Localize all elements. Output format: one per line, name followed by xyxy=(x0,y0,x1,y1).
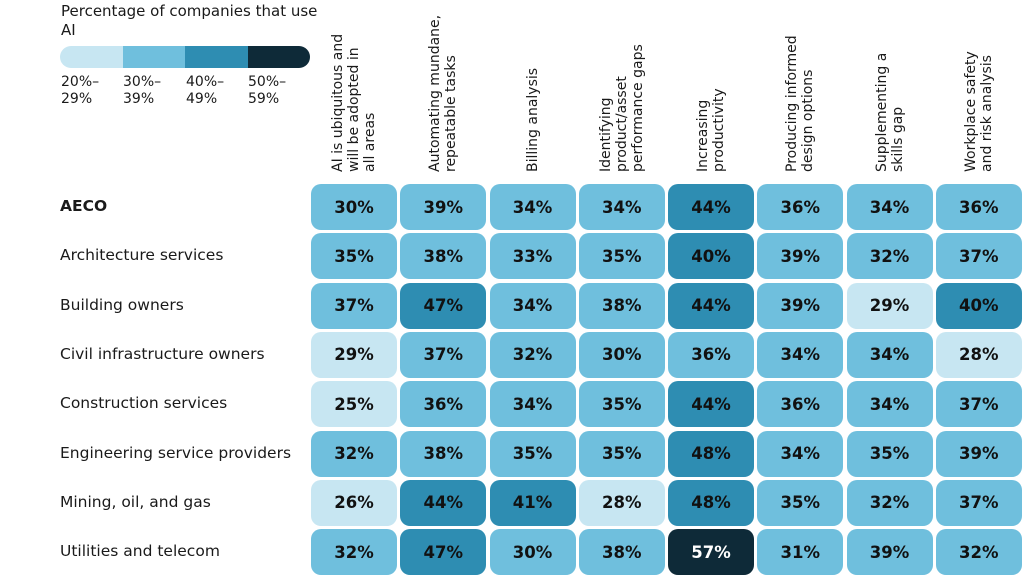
heatmap-cell: 35% xyxy=(846,430,933,477)
heatmap-cell: 44% xyxy=(668,184,754,230)
heatmap-cell: 47% xyxy=(400,529,487,576)
heatmap-cell: 39% xyxy=(846,529,933,576)
heatmap-cell: 32% xyxy=(489,331,576,378)
heatmap-cell: 32% xyxy=(846,479,933,526)
heatmap-cell: 39% xyxy=(757,282,844,329)
heatmap-cell: 57% xyxy=(668,529,754,576)
heatmap-cell: 34% xyxy=(846,184,933,230)
legend-label: 50%– 59% xyxy=(248,74,287,107)
heatmap-cell: 34% xyxy=(489,381,576,428)
heatmap-cell: 29% xyxy=(311,331,397,378)
heatmap-cell: 37% xyxy=(311,282,397,329)
heatmap-cell: 37% xyxy=(935,381,1022,428)
column-header: Increasing productivity xyxy=(695,88,727,172)
heatmap-cell: 32% xyxy=(935,529,1022,576)
column-header: Producing informed design options xyxy=(784,35,817,172)
heatmap-cell: 40% xyxy=(935,282,1022,329)
column-header: Workplace safety and risk analysis xyxy=(962,51,995,172)
row-label: Mining, oil, and gas xyxy=(60,492,211,511)
row-label: Engineering service providers xyxy=(60,443,292,462)
heatmap-cell: 34% xyxy=(489,282,576,329)
heatmap-cell: 35% xyxy=(311,233,397,280)
heatmap-cell: 48% xyxy=(668,479,754,526)
row-label: Civil infrastructure owners xyxy=(60,344,265,363)
heatmap-cell: 33% xyxy=(489,233,576,280)
heatmap-cell: 44% xyxy=(400,479,487,526)
legend-swatch xyxy=(185,46,248,68)
row-label: Construction services xyxy=(60,394,228,413)
heatmap-cell: 36% xyxy=(668,331,754,378)
heatmap-cell: 30% xyxy=(489,529,576,576)
heatmap-cell: 28% xyxy=(935,331,1022,378)
heatmap-cell: 47% xyxy=(400,282,487,329)
heatmap-cell: 35% xyxy=(757,479,844,526)
heatmap-cell: 29% xyxy=(846,282,933,329)
column-header: AI is ubiquitous and will be adopted in al… xyxy=(330,33,378,172)
heatmap-cell: 35% xyxy=(578,233,665,280)
heatmap-cell: 38% xyxy=(578,529,665,576)
heatmap-cell: 37% xyxy=(935,479,1022,526)
column-header: Billing analysis xyxy=(524,67,541,172)
legend-title: Percentage of companies that use AI xyxy=(61,2,318,39)
heatmap-cell: 34% xyxy=(846,381,933,428)
row-label: AECO xyxy=(60,197,108,215)
heatmap-cell: 35% xyxy=(489,430,576,477)
heatmap-cell: 25% xyxy=(311,381,397,428)
heatmap-cell: 44% xyxy=(668,282,754,329)
heatmap-cell: 31% xyxy=(757,529,844,576)
heatmap-cell: 37% xyxy=(935,233,1022,280)
heatmap-cell: 38% xyxy=(578,282,665,329)
legend-swatch xyxy=(247,46,310,68)
row-label: Utilities and telecom xyxy=(60,542,220,561)
heatmap-cell: 44% xyxy=(668,381,754,428)
heatmap-cell: 48% xyxy=(668,430,754,477)
heatmap-cell: 35% xyxy=(578,430,665,477)
legend-swatch xyxy=(122,46,185,68)
heatmap-cell: 34% xyxy=(578,184,665,230)
heatmap-cell: 36% xyxy=(400,381,487,428)
column-header: Identifying product/asset performance gaps xyxy=(597,44,646,172)
legend-swatch xyxy=(60,46,123,68)
heatmap-cell: 38% xyxy=(400,430,487,477)
heatmap-cell: 37% xyxy=(400,331,487,378)
legend-label: 40%– 49% xyxy=(186,74,225,107)
column-header: Automating mundane, repeatable tasks xyxy=(427,14,460,172)
heatmap-cell: 36% xyxy=(757,381,844,428)
heatmap-cell: 41% xyxy=(489,479,576,526)
heatmap-cell: 34% xyxy=(757,331,844,378)
heatmap-cell: 39% xyxy=(935,430,1022,477)
heatmap-cell: 34% xyxy=(489,184,576,230)
heatmap-cell: 34% xyxy=(846,331,933,378)
heatmap-cell: 39% xyxy=(400,184,487,230)
row-label: Architecture services xyxy=(60,246,224,265)
column-header: Supplementing a skills gap xyxy=(873,52,906,172)
heatmap-cell: 30% xyxy=(578,331,665,378)
heatmap-cell: 32% xyxy=(311,430,397,477)
heatmap-cell: 39% xyxy=(757,233,844,280)
heatmap-cell: 26% xyxy=(311,479,397,526)
heatmap-cell: 32% xyxy=(846,233,933,280)
heatmap-cell: 36% xyxy=(757,184,844,230)
heatmap-cell: 35% xyxy=(578,381,665,428)
heatmap-cell: 40% xyxy=(668,233,754,280)
heatmap-cell: 32% xyxy=(311,529,397,576)
heatmap-cell: 30% xyxy=(311,184,397,230)
heatmap-cell: 34% xyxy=(757,430,844,477)
legend-label: 30%– 39% xyxy=(123,74,162,107)
heatmap-cell: 38% xyxy=(400,233,487,280)
heatmap-cell: 28% xyxy=(578,479,665,526)
heatmap-cell: 36% xyxy=(935,184,1022,230)
legend-label: 20%– 29% xyxy=(61,74,100,107)
legend-color-bar xyxy=(60,46,310,68)
row-label: Building owners xyxy=(60,295,184,314)
